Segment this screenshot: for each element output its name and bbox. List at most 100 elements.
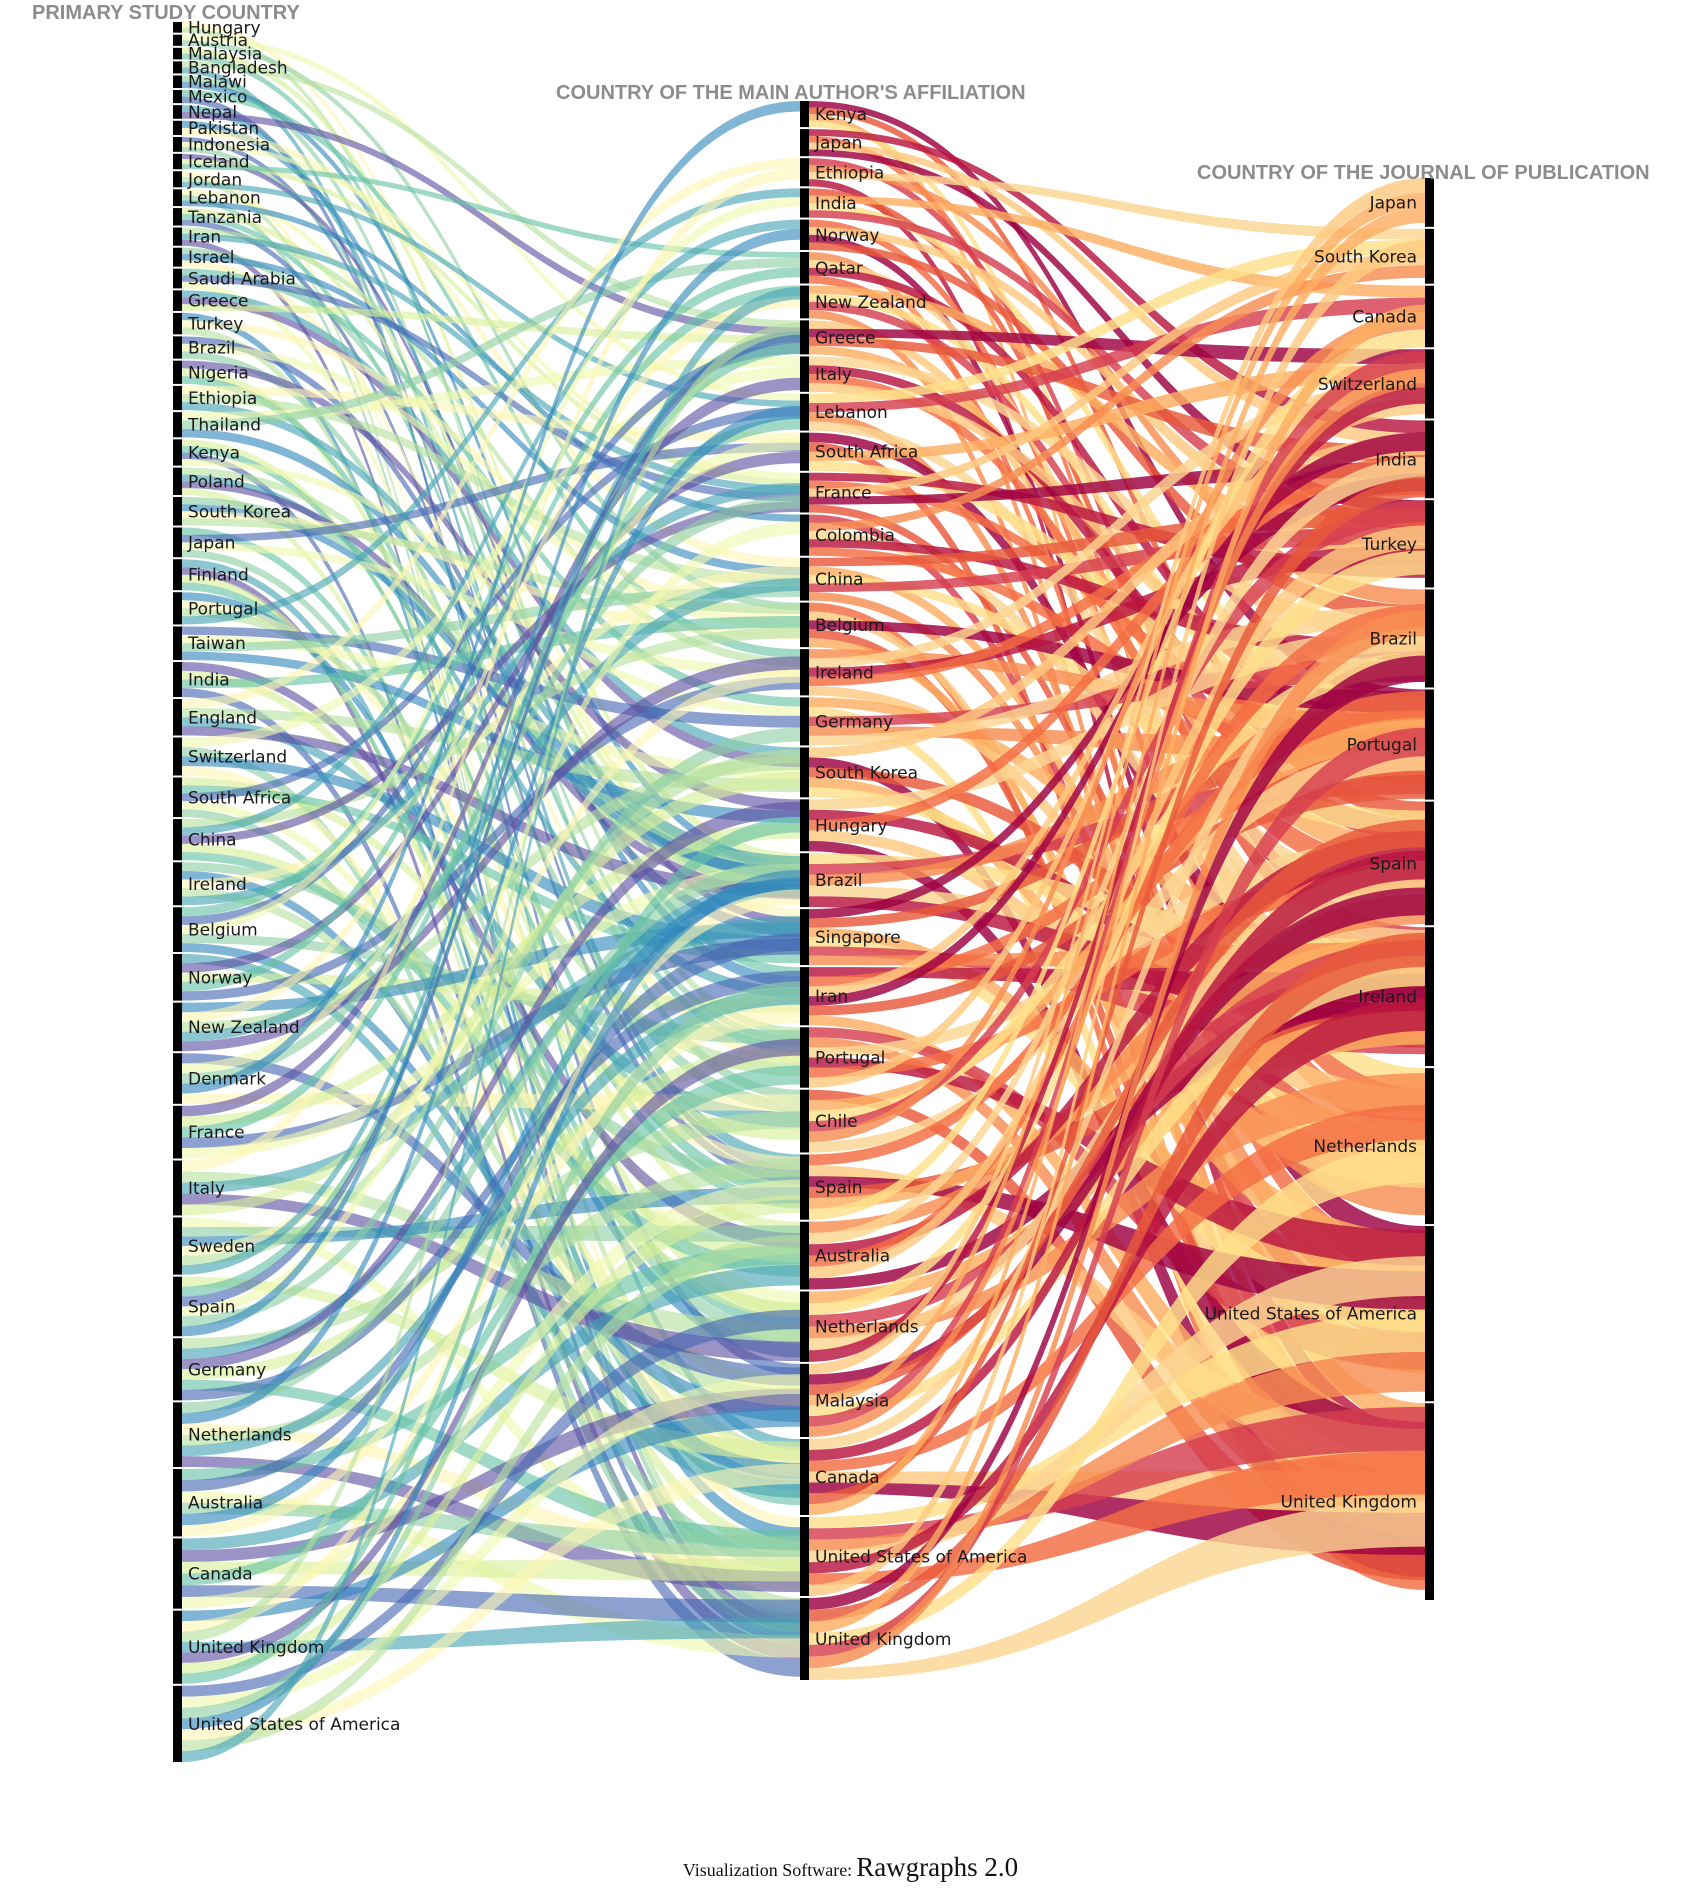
affiliation-node-colombia (800, 514, 809, 556)
study-label-china: China (188, 831, 237, 851)
study-affiliation-flow-united-states-of-america-to-new-zealand (182, 287, 800, 1762)
study-affiliation-flow-malawi-to-brazil (182, 81, 800, 872)
affiliation-node-ethiopia (800, 158, 809, 187)
affiliation-journal-flow-ireland-to-turkey (809, 544, 1425, 677)
journal-node-ireland (1425, 927, 1434, 1067)
journal-label-united-kingdom: United Kingdom (1281, 1493, 1417, 1513)
study-affiliation-flow-denmark-to-south-africa (182, 437, 800, 1074)
affiliation-node-kenya (800, 101, 809, 128)
study-affiliation-flow-united-kingdom-to-united-kingdom (182, 1617, 800, 1653)
study-label-netherlands: Netherlands (188, 1426, 292, 1446)
affiliation-journal-flow-norway-to-brazil (809, 242, 1425, 623)
study-affiliation-flow-ethiopia-to-south-africa (182, 385, 800, 443)
study-node-iran (173, 227, 182, 246)
study-affiliation-flow-canada-to-spain (182, 1179, 800, 1609)
study-node-kenya (173, 439, 182, 466)
footer-credit: Visualization Software: Rawgraphs 2.0 (0, 1852, 1701, 1883)
study-affiliation-flow-taiwan-to-south-korea (182, 634, 800, 780)
affiliation-node-singapore (800, 909, 809, 966)
affiliation-node-greece (800, 320, 809, 355)
study-label-indonesia: Indonesia (188, 135, 270, 155)
study-affiliation-flow-germany-to-hungary (182, 801, 800, 1370)
study-label-brazil: Brazil (188, 339, 235, 359)
study-label-switzerland: Switzerland (188, 748, 287, 768)
study-label-australia: Australia (188, 1494, 263, 1514)
affiliation-node-australia (800, 1221, 809, 1290)
affiliation-journal-flow-hungary-to-india (809, 455, 1425, 831)
affiliation-node-spain (800, 1154, 809, 1220)
affiliation-label-spain: Spain (815, 1178, 863, 1198)
affiliation-node-belgium (800, 602, 809, 648)
study-affiliation-flow-united-states-of-america-to-canada (182, 1463, 800, 1741)
affiliation-label-hungary: Hungary (815, 816, 888, 836)
study-label-mexico: Mexico (188, 88, 247, 108)
affiliation-label-singapore: Singapore (815, 928, 901, 948)
study-node-united-kingdom (173, 1610, 182, 1684)
affiliation-node-italy (800, 356, 809, 392)
journal-node-united-kingdom (1425, 1403, 1434, 1600)
affiliation-journal-flow-united-kingdom-to-brazil (809, 655, 1425, 1610)
study-label-turkey: Turkey (187, 315, 243, 335)
study-node-malawi (173, 75, 182, 89)
study-node-poland (173, 467, 182, 495)
journal-label-switzerland: Switzerland (1318, 375, 1417, 395)
study-affiliation-flow-norway-to-ireland (182, 676, 800, 1001)
study-node-iceland (173, 153, 182, 170)
study-node-belgium (173, 907, 182, 953)
journal-node-brazil (1425, 589, 1434, 688)
study-node-new-zealand (173, 1002, 182, 1052)
study-affiliation-flow-spain-to-norway (182, 228, 800, 1337)
study-affiliation-flow-ireland-to-malaysia (182, 888, 800, 1406)
affiliation-label-united-kingdom: United Kingdom (815, 1630, 951, 1650)
affiliation-label-portugal: Portugal (815, 1048, 885, 1068)
study-node-sweden (173, 1217, 182, 1275)
study-affiliation-flow-germany-to-iran (182, 970, 800, 1401)
study-node-brazil (173, 336, 182, 359)
affiliation-label-south-africa: South Africa (815, 443, 918, 463)
study-affiliation-flow-united-kingdom-to-spain (182, 1195, 800, 1674)
affiliation-journal-flow-spain-to-united-states-of-america (809, 1176, 1425, 1310)
affiliation-journal-flow-belgium-to-united-kingdom (809, 602, 1425, 1590)
study-node-ireland (173, 862, 182, 906)
affiliation-node-south-korea (800, 747, 809, 798)
study-node-greece (173, 290, 182, 311)
labels-layer: HungaryAustriaMalaysiaBangladeshMalawiMe… (187, 18, 1417, 1735)
study-label-thailand: Thailand (187, 416, 261, 436)
affiliation-node-japan (800, 129, 809, 157)
study-node-tanzania (173, 208, 182, 226)
affiliation-label-kenya: Kenya (815, 105, 867, 125)
affiliation-journal-flow-india-to-canada (809, 195, 1425, 298)
affiliation-journal-flow-chile-to-portugal (809, 745, 1425, 1153)
study-label-ireland: Ireland (188, 875, 247, 895)
study-affiliation-flow-united-states-of-america-to-netherlands (182, 1309, 800, 1697)
study-affiliation-flow-belgium-to-qatar (182, 267, 800, 917)
affiliation-node-netherlands (800, 1291, 809, 1362)
affiliation-label-canada: Canada (815, 1468, 880, 1488)
study-node-south-korea (173, 496, 182, 526)
affiliation-journal-flow-united-kingdom-to-brazil (809, 609, 1425, 1669)
study-label-sweden: Sweden (188, 1237, 255, 1257)
study-affiliation-flow-norway-to-new-zealand (182, 285, 800, 992)
study-node-taiwan (173, 626, 182, 661)
study-affiliation-flow-tanzania-to-brazil (182, 208, 800, 889)
column-title-main-author-affiliation: COUNTRY OF THE MAIN AUTHOR'S AFFILIATION (556, 82, 1026, 104)
study-node-south-africa (173, 777, 182, 818)
study-label-germany: Germany (188, 1360, 266, 1380)
study-node-australia (173, 1469, 182, 1537)
study-node-india (173, 662, 182, 698)
study-affiliation-flow-netherlands-to-lebanon (182, 405, 800, 1424)
study-node-denmark (173, 1053, 182, 1104)
study-affiliation-flow-iceland-to-singapore (182, 153, 800, 926)
affiliation-journal-flow-malaysia-to-switzerland (809, 350, 1425, 1427)
study-affiliation-flow-united-states-of-america-to-malaysia (182, 1374, 800, 1708)
affiliation-journal-flow-netherlands-to-turkey (809, 550, 1425, 1315)
journal-label-spain: Spain (1370, 854, 1418, 874)
study-label-england: England (188, 708, 257, 728)
affiliation-node-ireland (800, 649, 809, 696)
affiliation-label-france: France (815, 484, 872, 504)
study-affiliation-flow-kenya-to-spain (182, 445, 800, 1209)
study-node-malaysia (173, 47, 182, 60)
affiliation-label-ethiopia: Ethiopia (815, 163, 884, 183)
study-affiliation-flow-united-states-of-america-to-australia (182, 1235, 800, 1752)
study-affiliation-flow-iran-to-ireland (182, 227, 800, 667)
